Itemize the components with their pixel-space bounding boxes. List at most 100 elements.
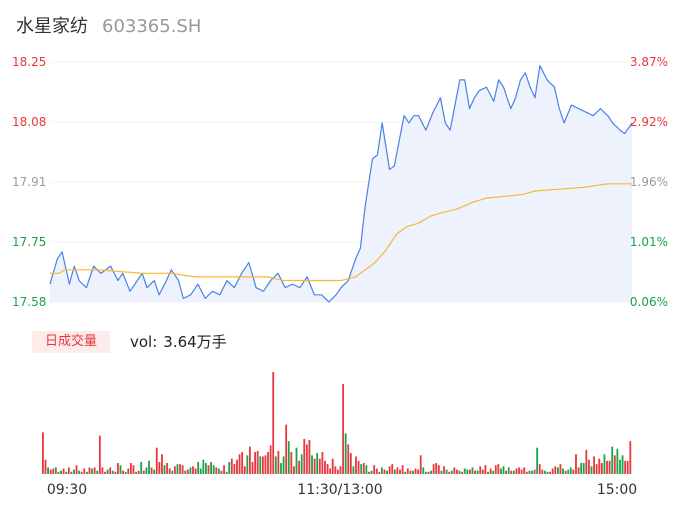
volume-bar	[331, 458, 334, 474]
volume-bar	[83, 468, 86, 474]
volume-bar	[326, 464, 329, 474]
volume-bar	[476, 470, 479, 474]
volume-bar	[52, 468, 55, 474]
volume-bar	[487, 471, 489, 474]
volume-bar	[507, 467, 510, 474]
volume-bar	[166, 463, 169, 474]
volume-bar	[564, 470, 567, 474]
volume-bar	[481, 469, 484, 474]
volume-bar	[603, 454, 606, 474]
volume-bar	[479, 466, 482, 474]
volume-bar	[396, 467, 399, 474]
volume-bar	[409, 470, 412, 474]
price-tick-label: 18.08	[12, 115, 46, 129]
volume-bar	[357, 460, 360, 474]
volume-bar	[290, 452, 293, 474]
volume-bar	[430, 470, 432, 474]
volume-bar	[49, 469, 52, 474]
volume-bar	[137, 470, 140, 474]
volume-bar	[93, 467, 96, 474]
volume-bar	[352, 466, 355, 474]
volume-bar	[158, 461, 161, 474]
volume-bar	[230, 458, 233, 474]
volume-bar	[293, 466, 295, 474]
volume-bar	[474, 470, 476, 474]
volume-bar	[251, 461, 254, 474]
volume-bar	[339, 466, 342, 474]
volume-bar	[412, 470, 414, 474]
volume-bar	[510, 470, 513, 474]
volume-bar	[355, 456, 357, 474]
volume-bar	[406, 468, 409, 474]
volume-bar	[145, 467, 148, 474]
volume-bar	[272, 372, 275, 474]
volume-bar	[295, 447, 298, 474]
volume-bar	[124, 471, 127, 474]
time-axis: 09:30 11:30/13:00 15:00	[47, 482, 637, 498]
volume-bar	[414, 468, 417, 474]
volume-bar	[344, 433, 347, 474]
volume-bar	[324, 460, 326, 474]
volume-bar	[280, 463, 282, 474]
volume-bar	[538, 464, 541, 474]
volume-bar	[463, 468, 466, 474]
volume-bar	[518, 467, 520, 474]
volume-bar	[150, 467, 153, 474]
volume-bar	[502, 466, 505, 474]
volume-label: vol:	[130, 333, 158, 351]
price-tick-label: 18.25	[12, 55, 46, 69]
volume-bar	[78, 470, 81, 474]
volume-bar	[536, 447, 539, 474]
volume-bar	[256, 450, 259, 474]
volume-bar	[427, 471, 430, 474]
volume-bar	[489, 468, 492, 474]
volume-bar	[261, 456, 264, 474]
volume-bar	[572, 469, 575, 474]
volume-bar	[282, 456, 285, 474]
volume-bar	[595, 464, 598, 474]
volume-bar	[494, 465, 497, 474]
volume-bar	[544, 470, 546, 474]
volume-bar	[590, 466, 593, 474]
volume-bar	[210, 461, 213, 474]
volume-bar	[98, 435, 101, 474]
volume-bar	[321, 452, 324, 474]
volume-bar	[88, 467, 91, 474]
volume-bar	[598, 458, 601, 474]
volume-bar	[337, 469, 339, 474]
volume-bar	[443, 466, 445, 474]
volume-bar	[316, 453, 319, 474]
percent-tick-label: 2.92%	[630, 115, 668, 129]
volume-bar	[132, 465, 135, 474]
volume-bar	[135, 471, 137, 474]
volume-bar	[417, 469, 420, 474]
volume-bar	[54, 467, 57, 474]
volume-bar	[432, 464, 435, 474]
volume-bar	[393, 469, 396, 474]
volume-bar	[163, 465, 166, 474]
volume-bar	[401, 465, 404, 474]
volume-bar	[215, 467, 218, 474]
volume-bar	[91, 468, 93, 474]
volume-bar	[525, 471, 528, 474]
time-tick-label: 11:30/13:00	[297, 482, 382, 498]
volume-bar	[577, 467, 580, 474]
volume-bar	[192, 466, 194, 474]
volume-bar	[318, 458, 321, 474]
volume-bars	[42, 372, 632, 474]
volume-bar	[184, 470, 187, 474]
volume-bar	[80, 471, 83, 474]
volume-bar	[334, 466, 337, 474]
price-tick-label: 17.58	[12, 295, 46, 309]
volume-bar	[122, 470, 125, 474]
volume-bar	[129, 463, 132, 474]
volume-bar	[383, 469, 386, 474]
time-tick-label: 15:00	[597, 482, 637, 498]
volume-bar	[285, 424, 288, 474]
volume-bar	[492, 470, 495, 474]
volume-bar	[57, 471, 60, 474]
volume-bar	[588, 459, 590, 474]
stock-name: 水星家纺	[16, 16, 88, 37]
volume-bar	[62, 468, 65, 474]
